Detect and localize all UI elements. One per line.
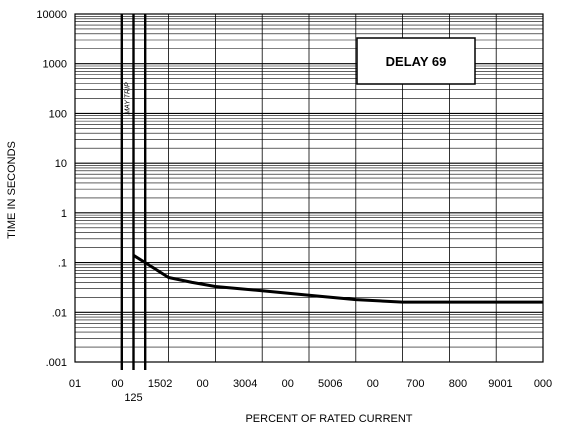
y-axis-label: TIME IN SECONDS	[6, 141, 18, 239]
x-tick-label: 00	[197, 378, 209, 390]
y-tick-label: 100	[49, 108, 67, 120]
x-tick-label-125: 125	[124, 392, 142, 404]
y-tick-label: .1	[58, 258, 67, 270]
chart-title: DELAY 69	[386, 54, 447, 69]
x-tick-label: 700	[406, 378, 424, 390]
y-tick-label: 10000	[36, 9, 67, 21]
may-trip-annotation: MAY TRIP	[125, 82, 132, 115]
x-tick-label: 5006	[318, 378, 342, 390]
y-tick-labels: 10000 1000 100 10 1 .1 .01 .001	[36, 9, 67, 369]
y-tick-label: 1000	[43, 59, 67, 71]
legend-box: DELAY 69	[356, 37, 476, 85]
x-axis-label: PERCENT OF RATED CURRENT	[245, 413, 412, 425]
series-line	[132, 254, 543, 304]
x-tick-label: 01	[69, 378, 81, 390]
x-tick-label: 1502	[148, 378, 172, 390]
x-tick-labels: 01 00 1502 00 3004 00 5006 00 700 800 9001 000	[69, 378, 552, 390]
x-tick-label: 00	[111, 378, 123, 390]
y-tick-label: 1	[61, 208, 67, 220]
y-tick-label: 10	[55, 158, 67, 170]
x-tick-label: 000	[534, 378, 552, 390]
x-tick-label: 00	[282, 378, 294, 390]
plot-frame	[74, 13, 544, 363]
y-tick-label: .01	[52, 307, 67, 319]
x-tick-label: 800	[449, 378, 467, 390]
x-tick-label: 00	[367, 378, 379, 390]
y-tick-label: .001	[46, 357, 67, 369]
x-tick-label: 9001	[488, 378, 512, 390]
x-tick-label: 3004	[233, 378, 257, 390]
chart-title-box	[356, 37, 476, 85]
